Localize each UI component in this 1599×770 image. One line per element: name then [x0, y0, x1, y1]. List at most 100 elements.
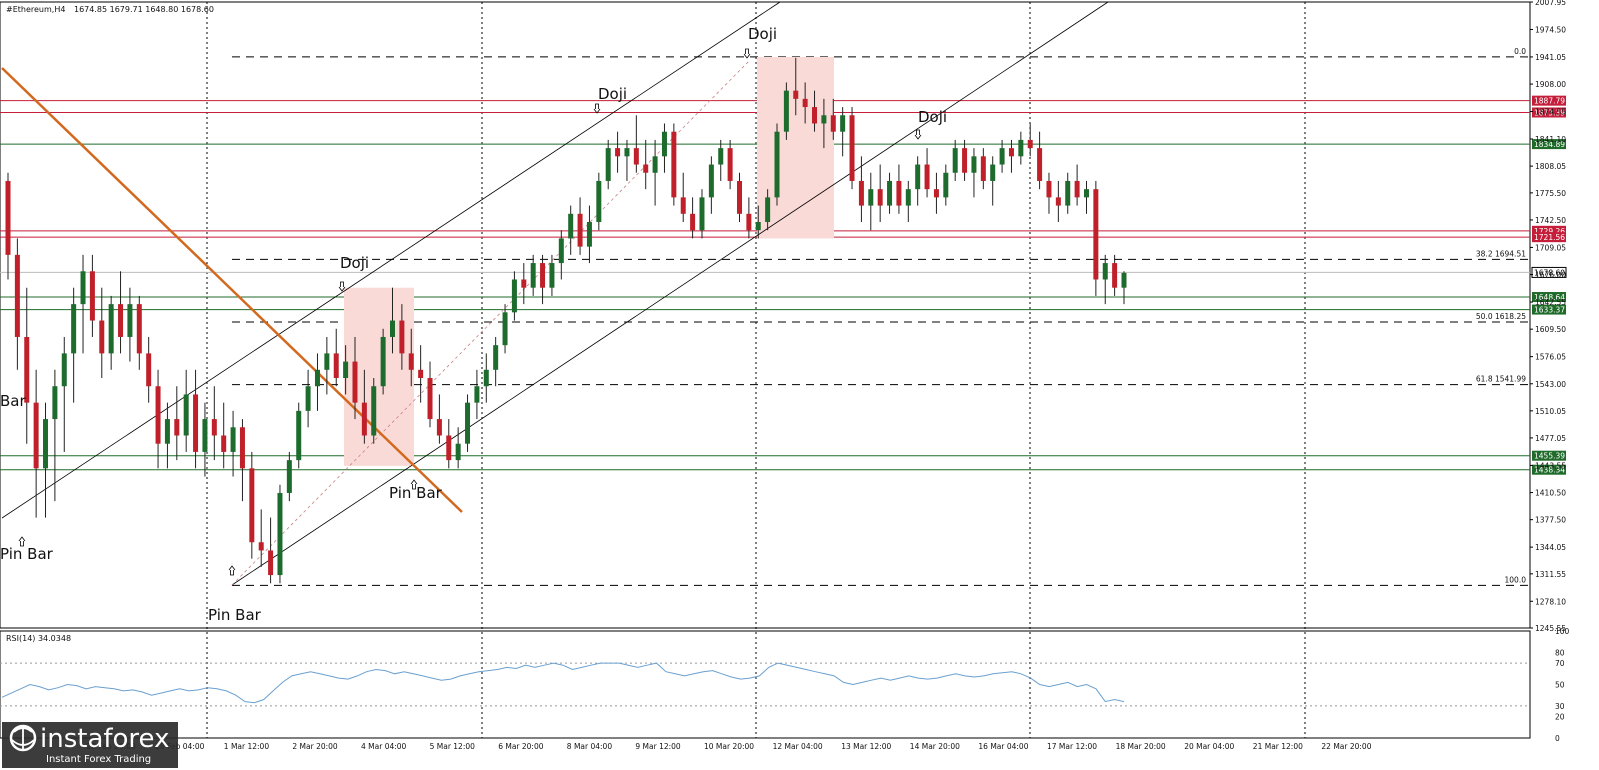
x-tick-label: 4 Mar 04:00: [361, 742, 407, 751]
bull-candle: [202, 419, 208, 452]
price-tag: [1532, 304, 1566, 315]
bear-candle: [1093, 189, 1099, 280]
rsi-tick-label: 0: [1555, 734, 1560, 743]
rsi-series-line: [1, 662, 1125, 704]
rsi-tick-label: 30: [1555, 702, 1565, 711]
bull-candle: [765, 197, 771, 223]
x-tick-label: 17 Mar 12:00: [1047, 742, 1097, 751]
bull-candle: [549, 263, 555, 288]
price-tag-label: 1834.89: [1534, 140, 1565, 149]
bull-candle: [755, 222, 761, 231]
logo-name: instaforex: [40, 724, 169, 754]
bull-candle: [821, 115, 827, 124]
x-tick-label: 1 Mar 12:00: [224, 742, 270, 751]
y-tick-label: 1543.00: [1535, 380, 1566, 389]
rsi-tick-label: 50: [1555, 681, 1565, 690]
bear-candle: [136, 304, 142, 354]
price-tag: [1531, 266, 1567, 278]
bear-candle: [980, 156, 986, 181]
bear-candle: [849, 115, 855, 181]
bull-candle: [474, 386, 480, 403]
y-tick-label: 1344.05: [1535, 543, 1566, 552]
main-plot-frame: [0, 1, 1531, 629]
y-tick-label: 1443.55: [1535, 461, 1566, 470]
up-arrow-icon: [228, 565, 236, 576]
channel-upper-line: [1, 1, 781, 519]
x-tick-label: 18 Mar 20:00: [1116, 742, 1166, 751]
annotation-label: Bar: [0, 392, 26, 410]
bull-candle: [586, 222, 592, 247]
x-tick-label: 9 Mar 12:00: [635, 742, 681, 751]
y-tick-label: 1245.55: [1535, 624, 1566, 633]
bear-candle: [268, 550, 274, 576]
bear-candle: [736, 180, 742, 214]
bull-candle: [1065, 180, 1071, 206]
bull-candle: [390, 320, 396, 337]
bull-candle: [943, 172, 949, 198]
bull-candle: [952, 148, 958, 173]
y-tick-label: 1576.05: [1535, 353, 1566, 362]
price-tag-label: 1887.79: [1534, 97, 1565, 106]
price-tag: [1532, 225, 1566, 236]
bull-candle: [324, 353, 330, 370]
bull-candle: [164, 419, 170, 444]
annotation-label: Doji: [918, 108, 947, 126]
x-tick-label: 14 Mar 20:00: [910, 742, 960, 751]
bull-candle: [652, 156, 658, 173]
y-tick-label: 1974.50: [1535, 25, 1566, 34]
bull-candle: [465, 402, 471, 444]
y-tick-label: 1410.50: [1535, 489, 1566, 498]
x-tick-label: 28 Feb 04:00: [155, 742, 204, 751]
price-tag-label: 1729.26: [1534, 227, 1565, 236]
bull-candle: [915, 164, 921, 190]
rsi-tick-label: 20: [1555, 713, 1565, 722]
price-tag: [1532, 450, 1566, 461]
bull-candle: [286, 460, 292, 493]
bear-candle: [1046, 180, 1052, 198]
x-tick-label: 2 Mar 20:00: [292, 742, 338, 751]
bull-candle: [296, 410, 302, 461]
bear-candle: [1008, 148, 1014, 157]
bull-candle: [783, 90, 789, 132]
bull-candle: [71, 304, 77, 354]
fib-label: 0.0: [1514, 47, 1526, 56]
y-tick-label: 1510.05: [1535, 407, 1566, 416]
bull-candle: [314, 369, 320, 387]
descending-trendline: [1, 67, 463, 513]
bull-candle: [511, 279, 517, 313]
bear-candle: [633, 148, 639, 165]
y-tick-label: 1874.55: [1535, 108, 1566, 117]
y-tick-label: 1477.05: [1535, 434, 1566, 443]
bear-candle: [896, 180, 902, 206]
bull-candle: [483, 369, 489, 387]
bear-candle: [193, 394, 199, 452]
fib-label: 61.8 1541.99: [1476, 375, 1526, 384]
y-tick-label: 1676.00: [1535, 271, 1566, 280]
bear-candle: [239, 427, 245, 469]
bear-candle: [249, 468, 255, 543]
bull-candle: [305, 386, 311, 411]
x-tick-label: 20 Mar 04:00: [1184, 742, 1234, 751]
bear-candle: [877, 189, 883, 206]
fib-label: 38.2 1694.51: [1476, 249, 1526, 258]
down-arrow-icon: [338, 281, 346, 292]
bear-candle: [1055, 197, 1061, 206]
bear-candle: [802, 98, 808, 108]
bull-candle: [493, 345, 499, 370]
bear-candle: [14, 254, 20, 337]
bull-candle: [108, 304, 114, 354]
bear-candle: [418, 369, 424, 379]
y-tick-label: 1808.05: [1535, 162, 1566, 171]
bear-candle: [615, 148, 621, 157]
x-tick-label: 8 Mar 04:00: [567, 742, 613, 751]
bull-candle: [61, 353, 67, 387]
bear-candle: [924, 164, 930, 190]
bull-candle: [1018, 139, 1024, 157]
bull-candle: [990, 164, 996, 181]
bull-candle: [1083, 189, 1089, 198]
bear-candle: [333, 353, 339, 379]
bear-candle: [671, 131, 677, 198]
price-tag: [1532, 232, 1566, 243]
bull-candle: [868, 189, 874, 206]
